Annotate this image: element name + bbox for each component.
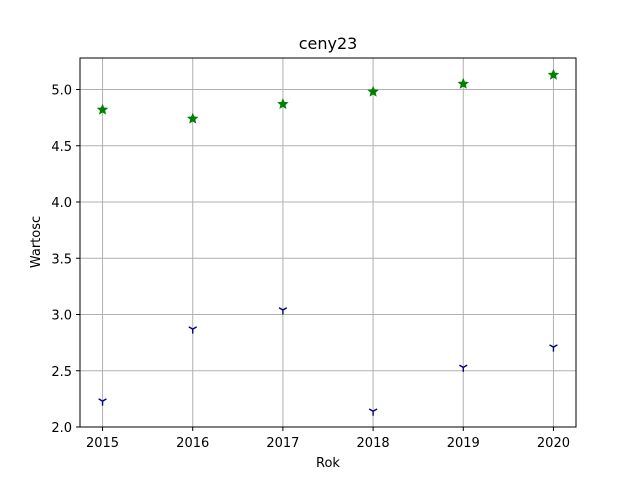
x-axis-label: Rok xyxy=(316,456,340,471)
data-point-tri-down xyxy=(368,408,378,416)
y-axis-ticks: 2.0 2.5 3.0 3.5 4.0 4.5 5.0 xyxy=(51,84,80,436)
data-point-star xyxy=(186,112,199,124)
data-point-star xyxy=(367,85,379,97)
y-tick-label: 3.0 xyxy=(51,309,72,324)
data-point-tri-down xyxy=(188,326,197,334)
data-point-tri-down xyxy=(98,398,107,406)
y-tick-label: 3.5 xyxy=(51,252,72,267)
y-tick-label: 5.0 xyxy=(51,84,72,99)
x-tick-label: 2016 xyxy=(176,436,209,451)
x-tick-label: 2015 xyxy=(86,436,119,451)
y-tick-label: 2.0 xyxy=(51,421,72,436)
grid xyxy=(80,58,576,428)
data-point-star xyxy=(96,103,109,115)
y-axis-label: Wartosc xyxy=(29,216,44,268)
x-tick-label: 2017 xyxy=(266,436,299,451)
y-tick-label: 4.0 xyxy=(51,196,72,211)
x-tick-label: 2018 xyxy=(357,436,390,451)
data-points xyxy=(96,68,560,416)
y-tick-label: 2.5 xyxy=(51,365,72,380)
data-point-tri-down xyxy=(459,364,468,372)
data-point-star xyxy=(547,68,560,80)
x-tick-label: 2019 xyxy=(447,436,480,451)
data-point-tri-down xyxy=(549,344,558,352)
plot-frame xyxy=(79,57,577,428)
x-axis-ticks: 2015 2016 2017 2018 2019 2020 xyxy=(86,427,570,451)
y-tick-label: 4.5 xyxy=(51,140,72,155)
x-tick-label: 2020 xyxy=(537,436,570,451)
data-point-star xyxy=(457,77,470,89)
chart-title: ceny23 xyxy=(299,34,358,53)
data-point-tri-down xyxy=(278,307,288,315)
data-point-star xyxy=(277,98,289,110)
